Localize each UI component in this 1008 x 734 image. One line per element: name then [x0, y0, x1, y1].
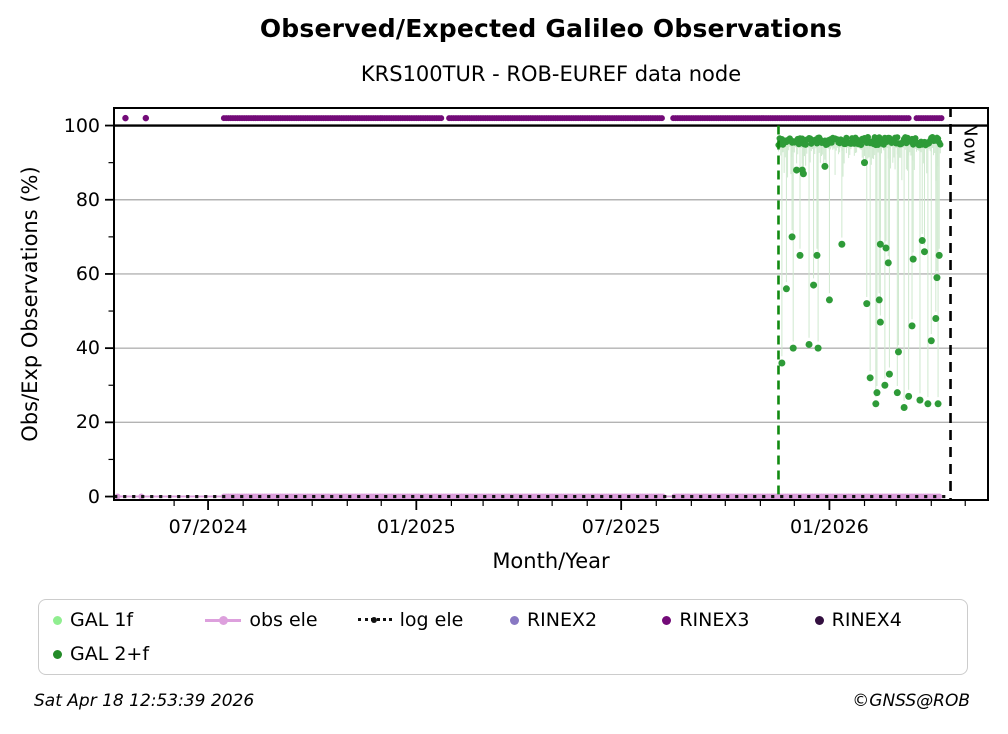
- legend-dotted-line-icon: [357, 616, 392, 625]
- scatter-point: [881, 381, 889, 389]
- axes-frame: [113, 107, 989, 501]
- legend-item-obs-ele: obs ele: [205, 604, 357, 636]
- scatter-point: [782, 285, 790, 293]
- legend-item-gal-2-f: GAL 2+f: [53, 638, 205, 670]
- y-tick-label: 20: [75, 411, 100, 434]
- y-tick-label: 100: [63, 114, 100, 137]
- scatter-point: [838, 240, 846, 248]
- band-point: [864, 133, 871, 141]
- legend-box: GAL 1f obs ele log ele RINEX2 RINEX3 RINEX4 GA…: [38, 599, 968, 675]
- band-point: [894, 134, 901, 141]
- scatter-point: [810, 281, 818, 289]
- scatter-point: [885, 370, 893, 378]
- scatter-point: [863, 300, 871, 308]
- scatter-point: [778, 359, 786, 367]
- rinex3-point: [122, 114, 129, 122]
- rinex3-point: [438, 115, 445, 122]
- x-tick-label: 01/2025: [376, 516, 456, 538]
- band-point: [843, 134, 850, 141]
- legend-item-log-ele: log ele: [357, 604, 510, 636]
- legend-dot-icon: [662, 615, 672, 625]
- scatter-point: [900, 404, 908, 412]
- scatter-point: [894, 348, 902, 356]
- scatter-point: [884, 259, 892, 267]
- band-point: [802, 141, 809, 148]
- obs-ele-marker: [936, 493, 943, 500]
- plot-area: [105, 107, 989, 510]
- x-tick-label: 07/2025: [581, 516, 661, 538]
- scatter-point: [924, 400, 932, 408]
- scatter-point: [918, 237, 926, 245]
- rinex3-point: [142, 114, 150, 122]
- legend-dot-icon: [53, 649, 62, 659]
- legend-item-rinex2: RINEX2: [509, 604, 662, 636]
- legend-dot-icon: [814, 615, 824, 625]
- x-axis-label: Month/Year: [492, 549, 610, 573]
- band-point: [871, 134, 878, 141]
- scatter-point: [813, 251, 821, 259]
- scatter-point: [932, 314, 940, 322]
- scatter-point: [788, 233, 796, 241]
- scatter-point: [873, 389, 881, 397]
- credit-text: ©GNSS@ROB: [852, 691, 970, 711]
- scatter-point: [933, 274, 941, 282]
- scatter-point: [893, 389, 901, 397]
- scatter-point: [866, 374, 874, 382]
- band-point: [858, 141, 865, 149]
- y-tick-label: 60: [75, 262, 100, 285]
- rinex3-point: [905, 115, 912, 122]
- legend-line-marker-icon: [205, 615, 242, 625]
- scatter-point: [875, 296, 883, 304]
- scatter-point: [908, 322, 916, 330]
- scatter-point: [905, 392, 913, 400]
- rinex3-point: [938, 115, 945, 122]
- now-annotation: Now: [959, 123, 981, 166]
- scatter-point: [916, 396, 924, 404]
- band-point: [937, 141, 944, 148]
- x-tick-label: 01/2026: [789, 516, 869, 538]
- y-tick-label: 0: [87, 485, 100, 508]
- scatter-point: [861, 159, 869, 167]
- scatter-point: [872, 400, 880, 408]
- legend-label: RINEX2: [526, 609, 598, 631]
- legend-item-rinex4: RINEX4: [814, 604, 967, 636]
- legend-item-rinex3: RINEX3: [662, 604, 814, 636]
- legend-label: GAL 2+f: [70, 643, 150, 665]
- y-tick-label: 40: [75, 337, 100, 360]
- scatter-point: [876, 240, 884, 248]
- legend-item-gal-1f: GAL 1f: [53, 604, 205, 636]
- scatter-point: [935, 251, 943, 259]
- y-tick-label: 80: [75, 188, 100, 211]
- scatter-point: [934, 400, 942, 408]
- legend-dot-icon: [53, 615, 62, 625]
- legend-label: RINEX4: [831, 609, 902, 631]
- scatter-point: [789, 344, 797, 352]
- scatter-point: [909, 255, 917, 263]
- scatter-point: [799, 170, 807, 178]
- timestamp-text: Sat Apr 18 12:53:39 2026: [34, 691, 255, 711]
- x-tick-label: 07/2024: [168, 516, 248, 538]
- scatter-point: [882, 244, 890, 252]
- scatter-point: [920, 248, 928, 256]
- scatter-point: [876, 318, 884, 326]
- scatter-point: [796, 251, 804, 259]
- rinex3-point: [658, 115, 665, 122]
- scatter-point: [793, 166, 801, 174]
- legend-label: log ele: [399, 609, 464, 631]
- page-title: Observed/Expected Galileo Observations: [259, 14, 843, 43]
- scatter-point: [821, 162, 829, 170]
- legend-label: obs ele: [249, 609, 318, 631]
- page-subtitle: KRS100TUR - ROB-EUREF data node: [360, 62, 742, 86]
- legend-label: GAL 1f: [70, 609, 134, 631]
- chart-svg: [105, 107, 989, 510]
- scatter-point: [825, 296, 833, 304]
- legend-dot-icon: [509, 615, 519, 625]
- scatter-point: [805, 340, 813, 348]
- legend-label: RINEX3: [679, 609, 750, 631]
- scatter-point: [927, 337, 935, 345]
- scatter-point: [814, 344, 822, 352]
